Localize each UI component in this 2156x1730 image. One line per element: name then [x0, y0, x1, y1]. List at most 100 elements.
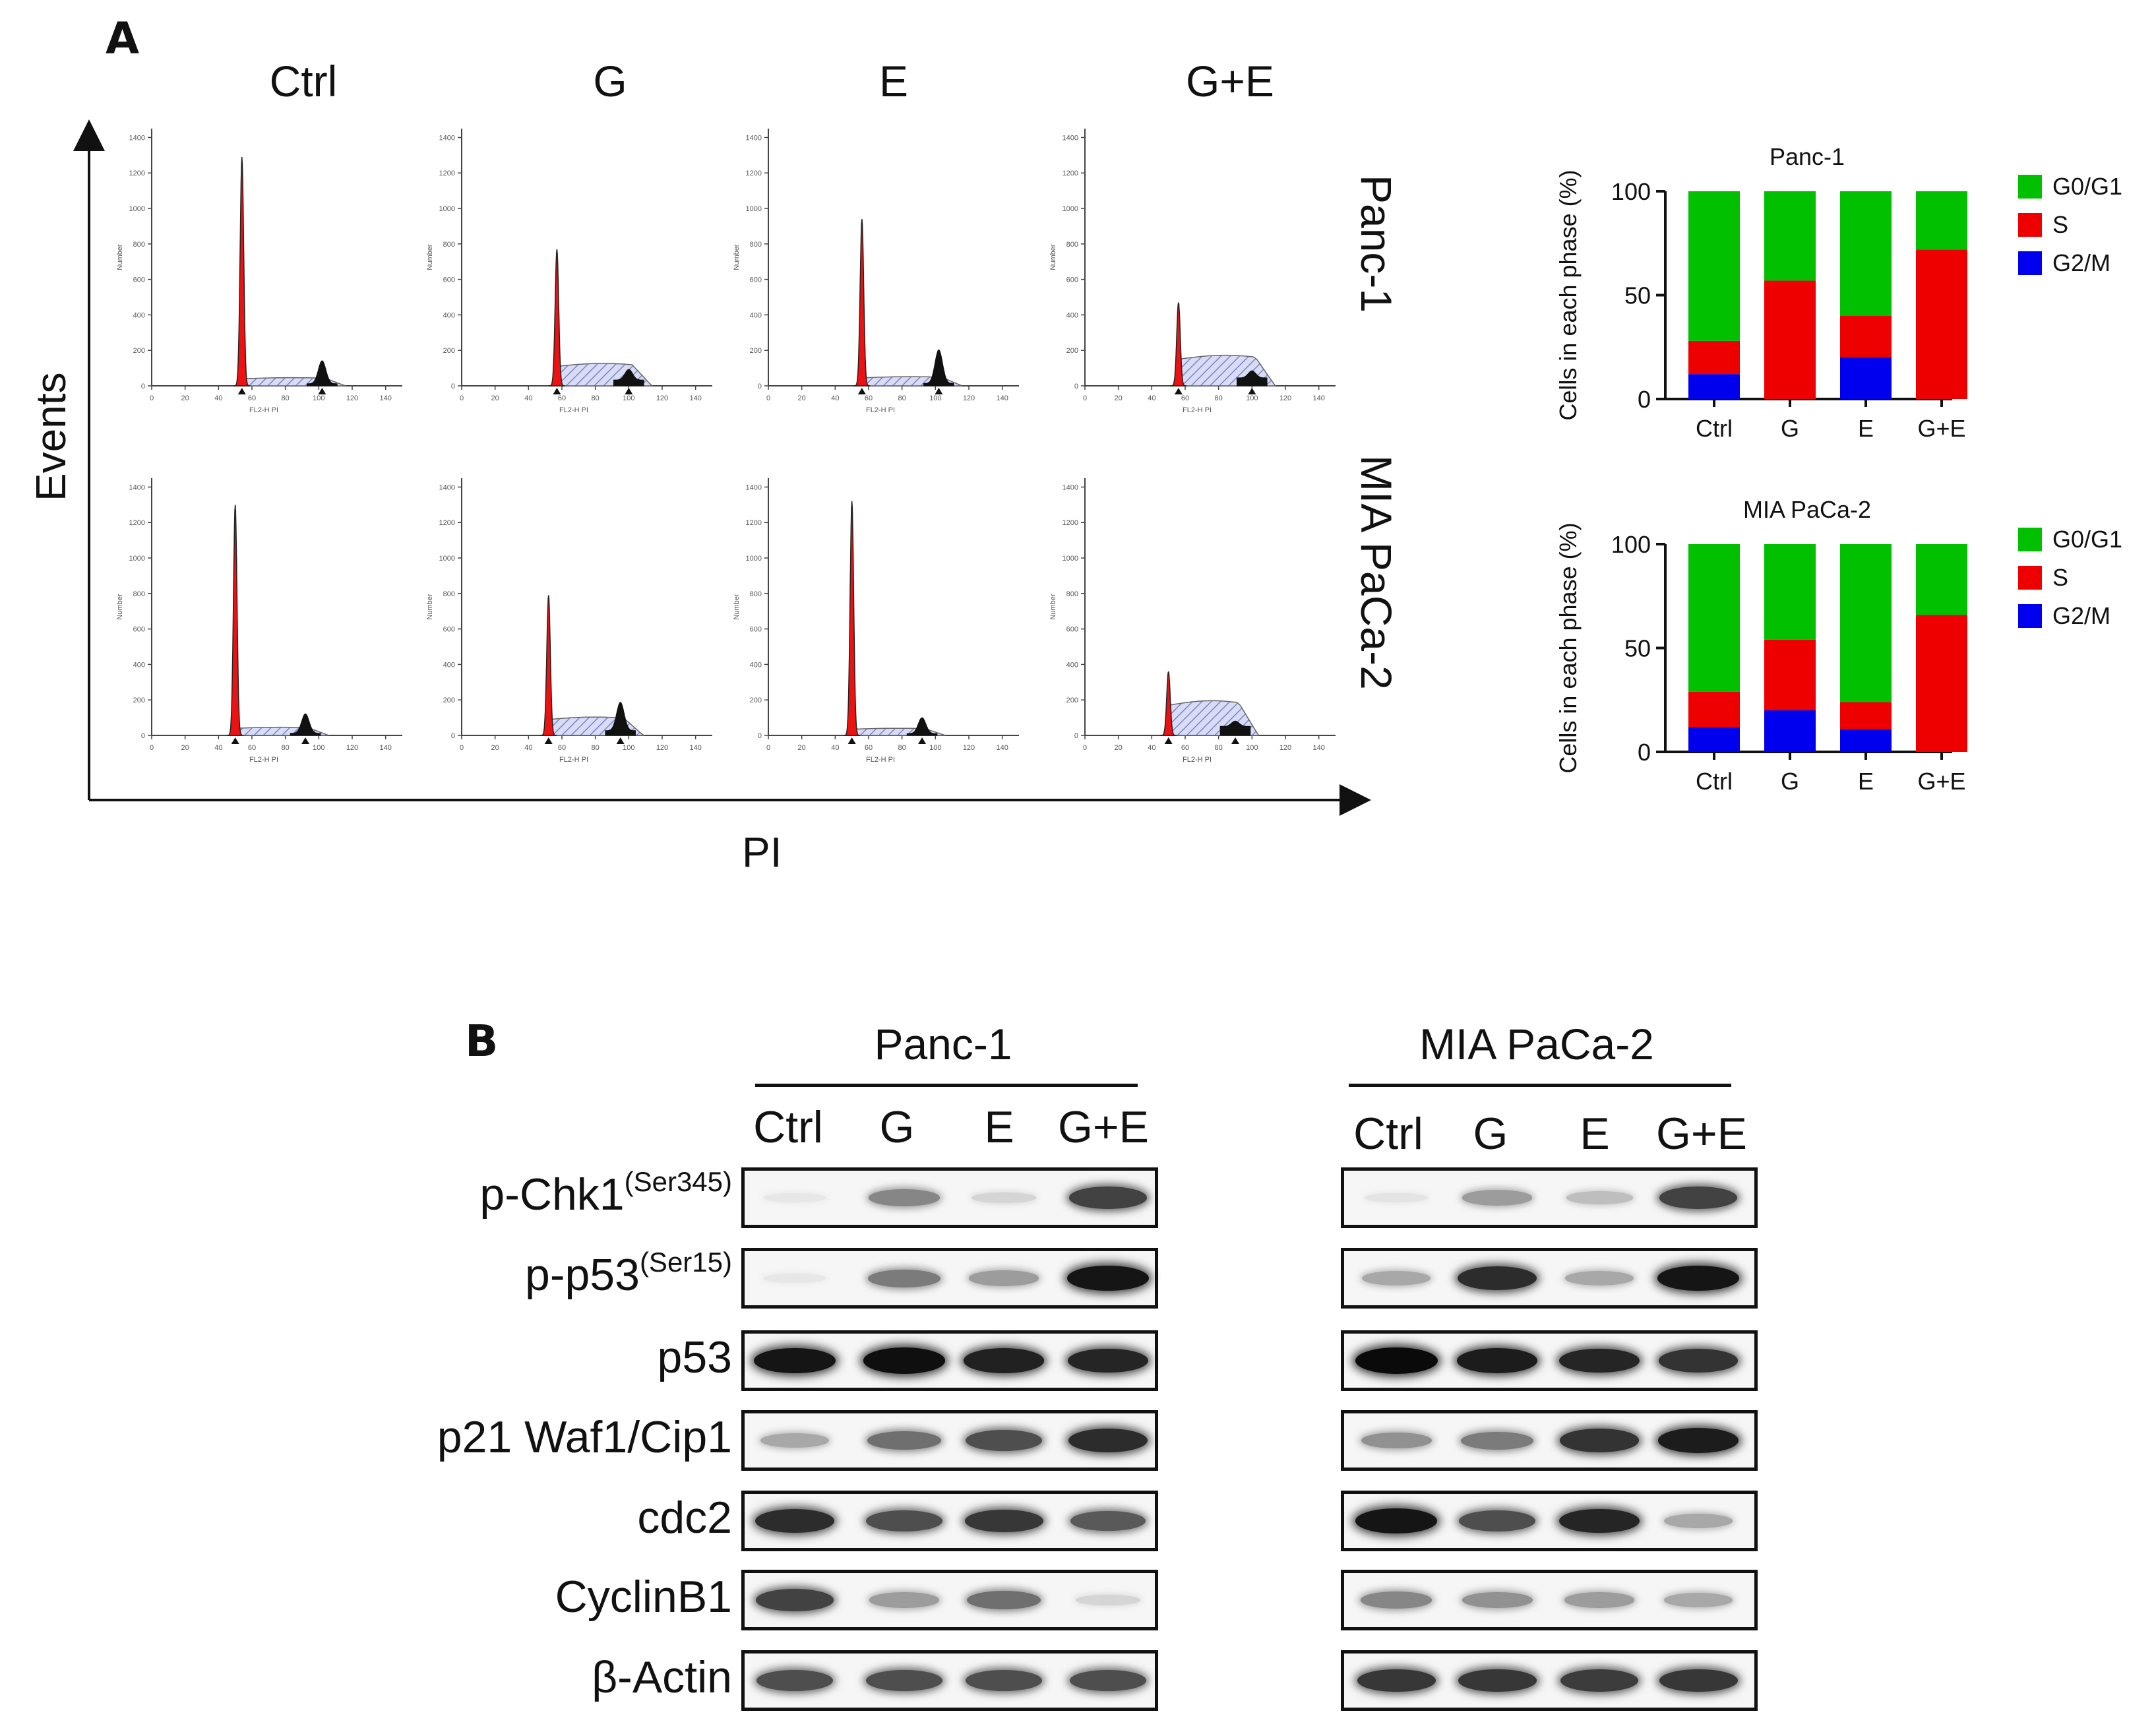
chart-y-tick-label: 50 [1624, 635, 1651, 662]
blot-band [1357, 1669, 1436, 1692]
hist-x-tick-label: 100 [1246, 394, 1258, 402]
blot-band [1362, 1271, 1431, 1285]
blot-band [1365, 1192, 1428, 1203]
hist-y-tick-label: 1200 [129, 170, 145, 177]
hist-y-tick-label: 600 [133, 626, 145, 634]
flow-histogram-mia-paca-2-e: 0 200 400 600 800 1000 1200 1400 0 20 40 60 80 100 120… [733, 478, 1019, 764]
hist-peak-marker [847, 737, 856, 744]
hist-y-tick-label: 400 [443, 311, 455, 319]
panel-b-letter: B [465, 1016, 499, 1066]
blot-row-label-text: p53 [657, 1332, 732, 1382]
bar-g2-m-ctrl [1688, 727, 1740, 752]
blot-band [760, 1433, 829, 1448]
hist-x-tick-label: 140 [1312, 744, 1324, 752]
hist-y-tick-label: 0 [141, 732, 145, 740]
hist-peak-marker [935, 388, 943, 394]
blot-row-label-superscript: (Ser15) [639, 1247, 732, 1278]
blot-band [1069, 1187, 1147, 1209]
blot-band [1360, 1591, 1432, 1609]
hist-x-tick-label: 80 [898, 744, 906, 752]
blot-group-underline-mia [1349, 1084, 1731, 1087]
hist-y-tick-label: 0 [1074, 383, 1078, 390]
hist-x-tick-label: 40 [524, 744, 532, 752]
bar-g2-m-g [1764, 710, 1816, 752]
blot-band [1361, 1432, 1432, 1449]
hist-x-axis-title: FL2-H PI [249, 756, 278, 764]
hist-peak-marker [553, 388, 561, 394]
hist-x-tick-label: 100 [623, 394, 634, 402]
chart-x-tick-label: G+E [1917, 415, 1965, 442]
hist-x-tick-label: 120 [346, 394, 358, 402]
hist-y-tick-label: 600 [443, 626, 455, 634]
hist-y-tick-label: 400 [750, 311, 762, 319]
hist-y-tick-label: 1000 [1063, 205, 1078, 213]
hist-x-tick-label: 60 [1181, 394, 1189, 402]
hist-g1-peak [233, 156, 251, 386]
hist-y-axis-title: Number [733, 244, 741, 270]
flow-histogram-mia-paca-2-g-plus-e: 0 200 400 600 800 1000 1200 1400 0 20 40 60 80 100 120… [1049, 478, 1336, 764]
chart-y-tick-label: 0 [1638, 739, 1651, 766]
blot-group-underline-panc1 [755, 1084, 1138, 1087]
blot-band [756, 1669, 833, 1692]
hist-y-tick-label: 200 [750, 696, 762, 704]
blot-strip-mia [1341, 1650, 1758, 1711]
hist-x-tick-label: 0 [1083, 394, 1087, 402]
blot-band [1657, 1265, 1739, 1291]
hist-x-tick-label: 80 [898, 394, 906, 402]
blot-band [1456, 1348, 1538, 1373]
hist-y-tick-label: 1200 [1063, 170, 1078, 177]
hist-y-tick-label: 200 [443, 696, 455, 704]
blot-row-label: cdc2 [270, 1492, 732, 1543]
blot-band [1355, 1347, 1438, 1374]
bar-g2-m-ctrl [1688, 374, 1740, 399]
hist-y-tick-label: 1200 [746, 519, 762, 527]
blot-band [971, 1192, 1036, 1204]
hist-x-tick-label: 0 [460, 394, 464, 402]
blot-band [1659, 1669, 1738, 1692]
hist-x-tick-label: 20 [181, 394, 189, 402]
hist-y-tick-label: 1400 [746, 483, 762, 491]
legend-swatch-g2-m [2018, 251, 2042, 275]
blot-band [1559, 1508, 1640, 1533]
flow-histogram-panc-1-ctrl: 0 200 400 600 800 1000 1200 1400 0 20 40 60 80 100 120… [116, 129, 402, 414]
blot-band [869, 1592, 939, 1608]
hist-y-tick-label: 400 [133, 661, 145, 669]
legend-swatch-g2-m [2018, 604, 2042, 628]
hist-x-tick-label: 40 [214, 744, 222, 752]
blot-strip-panc1 [741, 1570, 1158, 1630]
hist-x-tick-label: 140 [689, 744, 701, 752]
hist-peak-marker [1231, 737, 1239, 744]
hist-y-tick-label: 800 [443, 590, 455, 598]
hist-x-tick-label: 120 [1279, 394, 1291, 402]
hist-y-tick-label: 400 [1066, 661, 1078, 669]
hist-g1-peak [1160, 671, 1177, 736]
hist-x-tick-label: 60 [558, 394, 566, 402]
blot-band [867, 1431, 941, 1450]
hist-x-tick-label: 60 [865, 394, 873, 402]
blot-lane-panc1-g-plus-e: G+E [1058, 1102, 1149, 1152]
hist-x-axis-title: FL2-H PI [249, 406, 278, 414]
hist-x-tick-label: 60 [865, 744, 873, 752]
hist-g2m-peak [923, 349, 954, 386]
hist-x-tick-label: 140 [996, 394, 1008, 402]
blot-band [966, 1669, 1042, 1692]
blot-band [1657, 1428, 1739, 1453]
hist-y-tick-label: 1400 [129, 483, 145, 491]
chart-x-tick-label: Ctrl [1696, 415, 1733, 442]
hist-peak-marker [625, 388, 633, 394]
hist-x-axis-title: FL2-H PI [1183, 756, 1212, 764]
hist-x-tick-label: 0 [1083, 744, 1087, 752]
hist-x-tick-label: 100 [1246, 744, 1258, 752]
legend-label-s: S [2052, 211, 2068, 238]
hist-y-tick-label: 0 [1074, 732, 1078, 740]
blot-band [866, 1669, 942, 1692]
flow-histogram-mia-paca-2-g: 0 200 400 600 800 1000 1200 1400 0 20 40 60 80 100 120… [426, 478, 712, 764]
bar-s-g-plus-e [1916, 249, 1967, 399]
hist-y-tick-label: 800 [1066, 241, 1078, 249]
blot-strip-mia [1341, 1410, 1758, 1471]
bar-g0-g1-g-plus-e [1916, 191, 1967, 250]
blot-lane-panc1-g: G [879, 1102, 915, 1152]
bar-s-ctrl [1688, 691, 1740, 727]
bar-s-ctrl [1688, 340, 1740, 375]
blot-row-label-text: β-Actin [592, 1652, 732, 1702]
